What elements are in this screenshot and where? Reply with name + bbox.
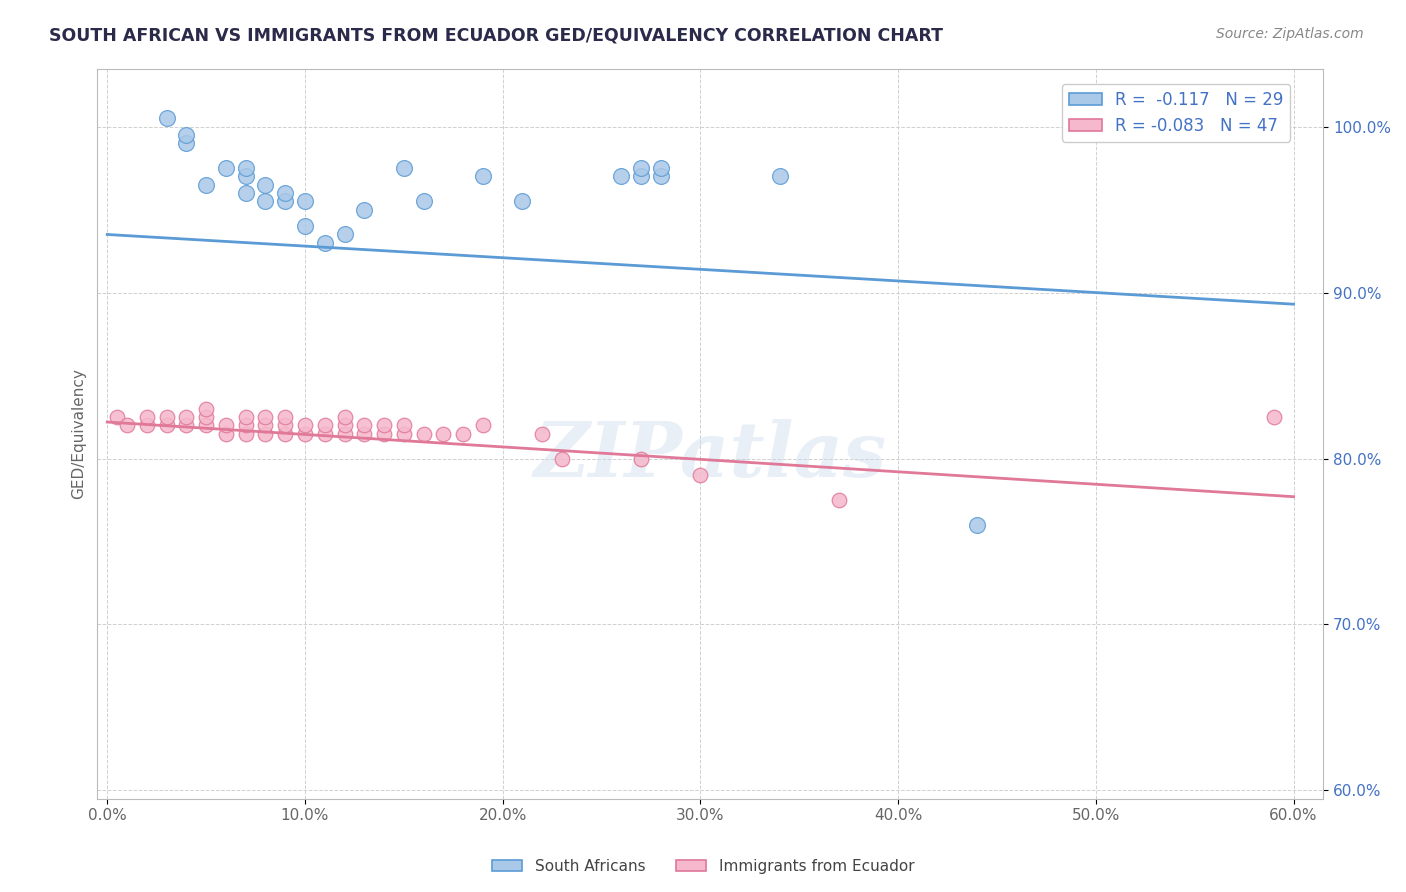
Point	[254, 410, 277, 425]
Point	[630, 169, 652, 184]
Point	[195, 178, 218, 192]
Point	[353, 426, 375, 441]
Point	[115, 418, 138, 433]
Point	[1263, 410, 1285, 425]
Point	[176, 418, 198, 433]
Point	[373, 426, 395, 441]
Point	[353, 418, 375, 433]
Point	[195, 401, 218, 416]
Point	[392, 418, 415, 433]
Point	[254, 194, 277, 209]
Point	[274, 426, 297, 441]
Point	[314, 235, 336, 250]
Point	[195, 418, 218, 433]
Point	[432, 426, 454, 441]
Point	[551, 451, 574, 466]
Point	[235, 426, 257, 441]
Point	[294, 194, 316, 209]
Legend: R =  -0.117   N = 29, R = -0.083   N = 47: R = -0.117 N = 29, R = -0.083 N = 47	[1062, 84, 1291, 142]
Point	[274, 410, 297, 425]
Point	[135, 410, 157, 425]
Point	[155, 418, 177, 433]
Point	[254, 178, 277, 192]
Point	[235, 186, 257, 200]
Point	[531, 426, 554, 441]
Point	[828, 493, 851, 508]
Point	[333, 426, 356, 441]
Point	[333, 410, 356, 425]
Point	[155, 410, 177, 425]
Point	[254, 426, 277, 441]
Point	[235, 410, 257, 425]
Point	[235, 161, 257, 175]
Point	[630, 451, 652, 466]
Point	[155, 112, 177, 126]
Legend: South Africans, Immigrants from Ecuador: South Africans, Immigrants from Ecuador	[485, 853, 921, 880]
Point	[135, 418, 157, 433]
Point	[650, 169, 672, 184]
Point	[215, 161, 238, 175]
Point	[215, 418, 238, 433]
Point	[610, 169, 633, 184]
Point	[176, 136, 198, 151]
Point	[314, 426, 336, 441]
Point	[274, 186, 297, 200]
Point	[333, 418, 356, 433]
Point	[650, 161, 672, 175]
Point	[254, 418, 277, 433]
Point	[235, 418, 257, 433]
Point	[176, 410, 198, 425]
Point	[314, 418, 336, 433]
Point	[215, 426, 238, 441]
Point	[294, 219, 316, 234]
Text: ZIPatlas: ZIPatlas	[534, 418, 887, 492]
Point	[392, 161, 415, 175]
Point	[176, 128, 198, 142]
Text: SOUTH AFRICAN VS IMMIGRANTS FROM ECUADOR GED/EQUIVALENCY CORRELATION CHART: SOUTH AFRICAN VS IMMIGRANTS FROM ECUADOR…	[49, 27, 943, 45]
Point	[689, 468, 711, 483]
Point	[412, 426, 434, 441]
Point	[630, 161, 652, 175]
Point	[412, 194, 434, 209]
Point	[274, 418, 297, 433]
Text: Source: ZipAtlas.com: Source: ZipAtlas.com	[1216, 27, 1364, 41]
Point	[471, 169, 494, 184]
Point	[294, 426, 316, 441]
Point	[235, 169, 257, 184]
Point	[294, 418, 316, 433]
Point	[274, 194, 297, 209]
Point	[471, 418, 494, 433]
Point	[333, 227, 356, 242]
Point	[105, 410, 128, 425]
Point	[373, 418, 395, 433]
Point	[451, 426, 474, 441]
Point	[966, 517, 988, 532]
Point	[392, 426, 415, 441]
Y-axis label: GED/Equivalency: GED/Equivalency	[72, 368, 86, 500]
Point	[353, 202, 375, 217]
Point	[512, 194, 534, 209]
Point	[195, 410, 218, 425]
Point	[768, 169, 790, 184]
